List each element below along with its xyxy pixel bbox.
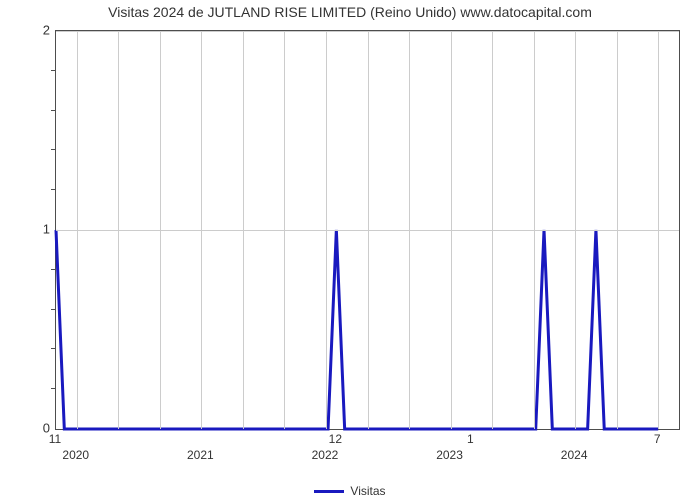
gridline-horizontal: [56, 230, 679, 231]
x-tick-year-label: 2022: [312, 448, 339, 462]
y-minor-tick: [51, 189, 55, 190]
y-tick-label: 2: [10, 23, 50, 38]
x-tick-year-label: 2020: [62, 448, 89, 462]
y-tick-label: 0: [10, 421, 50, 436]
x-tick-year-label: 2024: [561, 448, 588, 462]
visitas-line: [56, 230, 658, 429]
gridline-horizontal: [56, 31, 679, 32]
x-tick-month-label: 1: [467, 432, 474, 446]
chart-title: Visitas 2024 de JUTLAND RISE LIMITED (Re…: [0, 4, 700, 20]
y-minor-tick: [51, 70, 55, 71]
y-minor-tick: [51, 269, 55, 270]
x-tick-year-label: 2023: [436, 448, 463, 462]
legend-swatch: [314, 490, 344, 493]
plot-area: [55, 30, 680, 430]
x-tick-month-label: 12: [329, 432, 342, 446]
x-tick-year-label: 2021: [187, 448, 214, 462]
legend: Visitas: [0, 484, 700, 498]
x-tick-month-label: 7: [654, 432, 661, 446]
y-minor-tick: [51, 309, 55, 310]
legend-label: Visitas: [350, 484, 385, 498]
x-tick-month-label: 11: [49, 432, 61, 446]
y-minor-tick: [51, 388, 55, 389]
y-minor-tick: [51, 348, 55, 349]
y-tick-label: 1: [10, 222, 50, 237]
y-minor-tick: [51, 149, 55, 150]
y-minor-tick: [51, 110, 55, 111]
